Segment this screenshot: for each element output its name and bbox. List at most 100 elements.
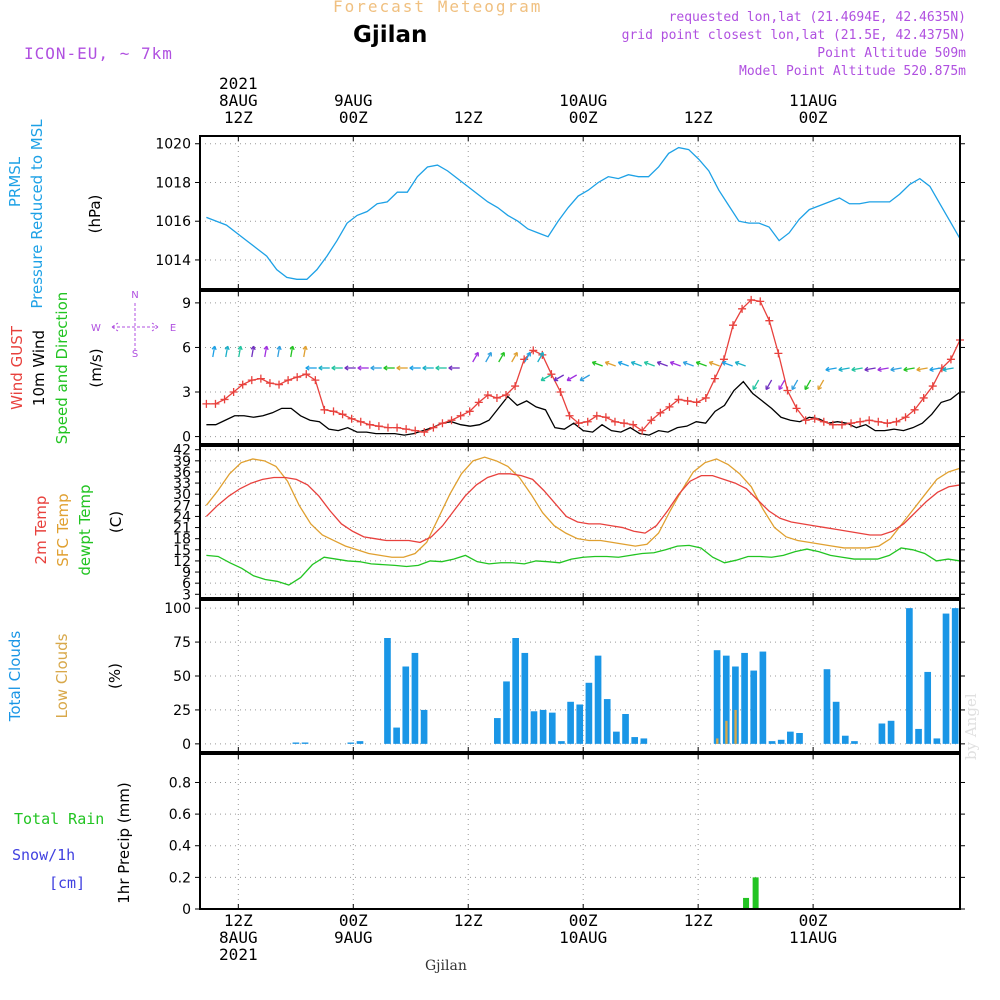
gust-marker	[465, 407, 474, 416]
wind-arrow-head	[474, 351, 479, 357]
panel-frame-3	[199, 445, 961, 599]
wind-direction-arrow	[735, 361, 746, 367]
y-tick-label: 12	[173, 554, 191, 570]
ylabel-total-clouds: Total Clouds	[6, 631, 24, 723]
gust-marker	[583, 417, 592, 426]
ylabel-speed-direction: Speed and Direction	[53, 292, 71, 445]
total-cloud-bar	[631, 737, 639, 744]
total-cloud-bar	[603, 699, 611, 744]
wind-arrow-head	[566, 376, 572, 382]
wind-arrow-head	[289, 345, 295, 351]
wind-arrow-head	[487, 351, 492, 357]
gust-marker	[275, 380, 284, 389]
bottom-time-label: 12Z	[224, 911, 253, 930]
gust-marker	[729, 321, 738, 330]
wind-direction-arrow	[303, 346, 307, 358]
ylabel-10m-wind: 10m Wind	[30, 330, 48, 406]
gust-marker	[565, 411, 574, 420]
wind-direction-arrow	[916, 367, 928, 371]
gust-marker	[892, 417, 901, 426]
wind-direction-arrow	[566, 374, 578, 382]
wind-arrow-head	[526, 351, 531, 357]
gust-marker	[592, 411, 601, 420]
gust-marker	[765, 316, 774, 325]
total-cloud-bar	[722, 655, 730, 744]
gust-marker	[529, 346, 538, 355]
gust-marker	[801, 416, 810, 425]
gust-marker	[202, 399, 211, 408]
y-tick-label: 21	[173, 521, 191, 537]
y-tick-label: 36	[173, 465, 191, 481]
bottom-time-label: 12Z	[684, 911, 713, 930]
total-cloud-bar	[292, 742, 300, 744]
wind-direction-arrow	[696, 361, 707, 367]
wind-arrow-head	[604, 360, 610, 366]
gust-marker	[429, 423, 438, 432]
wind-direction-arrow	[251, 346, 255, 358]
total-cloud-bar	[924, 671, 932, 744]
gust-marker	[792, 404, 801, 413]
gust-marker	[284, 376, 293, 385]
wind-arrow-head	[500, 351, 505, 357]
total-cloud-bar	[741, 652, 748, 744]
ylabel-pressure-msl: Pressure Reduced to MSL	[28, 119, 46, 309]
gust-marker	[874, 417, 883, 426]
total-cloud-bar	[384, 638, 391, 744]
y-tick-label: 15	[173, 543, 191, 559]
ylabel-low-clouds: Low Clouds	[53, 633, 71, 718]
wind-direction-arrow	[498, 352, 505, 363]
wind-direction-arrow	[804, 379, 812, 390]
wind-arrow-head	[708, 360, 714, 366]
wind-arrow-head	[539, 351, 544, 357]
total-cloud-bar	[942, 613, 950, 744]
wind-direction-arrow	[592, 361, 603, 367]
wind-direction-arrow	[631, 361, 642, 367]
wind-direction-arrow	[670, 361, 681, 367]
total-cloud-bar	[585, 682, 593, 744]
wind-direction-arrow	[864, 367, 876, 371]
wind-direction-arrow	[511, 352, 518, 363]
ylabel-percent: (%)	[106, 663, 124, 689]
gust-marker	[265, 379, 274, 388]
gust-marker	[456, 411, 465, 420]
gust-marker	[474, 398, 483, 407]
total-cloud-bar	[841, 735, 849, 744]
gust-marker	[256, 374, 265, 383]
y-tick-label: 39	[173, 454, 191, 470]
gust-marker	[383, 423, 392, 432]
wind-direction-arrow	[605, 361, 616, 367]
gust-marker	[229, 388, 238, 397]
total-cloud-bar	[732, 666, 739, 744]
gust-marker	[946, 355, 955, 364]
wind-arrow-head	[695, 360, 701, 366]
y-tick-label: 0.4	[169, 839, 191, 855]
gust-marker	[311, 376, 320, 385]
total-cloud-bar	[887, 720, 895, 744]
wind-direction-arrow	[817, 379, 825, 390]
top-time-label: 12Z	[224, 108, 253, 127]
wind-arrow-head	[877, 366, 882, 372]
gust-marker	[665, 402, 674, 411]
wind-direction-arrow	[765, 379, 773, 390]
ylabel-dewpt-temp: dewpt Temp	[76, 484, 94, 575]
gust-marker	[356, 417, 365, 426]
wind-arrow-head	[864, 366, 869, 372]
wind-arrow-head	[825, 366, 830, 372]
ylabel-1hr-precip: 1hr Precip (mm)	[115, 782, 133, 903]
wind-direction-arrow	[644, 361, 655, 367]
bottom-time-label: 00Z	[799, 911, 828, 930]
total-cloud-bar	[402, 666, 410, 744]
location-title: Gjilan	[353, 22, 428, 48]
total-cloud-bar	[832, 701, 840, 744]
wind-arrow-head	[211, 345, 217, 351]
bottom-time-label: 2021	[219, 945, 258, 964]
y-tick-label: 33	[173, 476, 191, 492]
compass-rose	[111, 303, 159, 350]
wind-direction-arrow	[838, 367, 850, 371]
wind-arrow-head	[791, 385, 796, 391]
ylabel-2m-temp: 2m Temp	[32, 496, 50, 565]
top-time-label: 2021	[219, 74, 258, 93]
watermark: by Angel	[962, 693, 980, 760]
total-cloud-bar	[640, 738, 648, 744]
wind-arrow-head	[435, 365, 440, 371]
